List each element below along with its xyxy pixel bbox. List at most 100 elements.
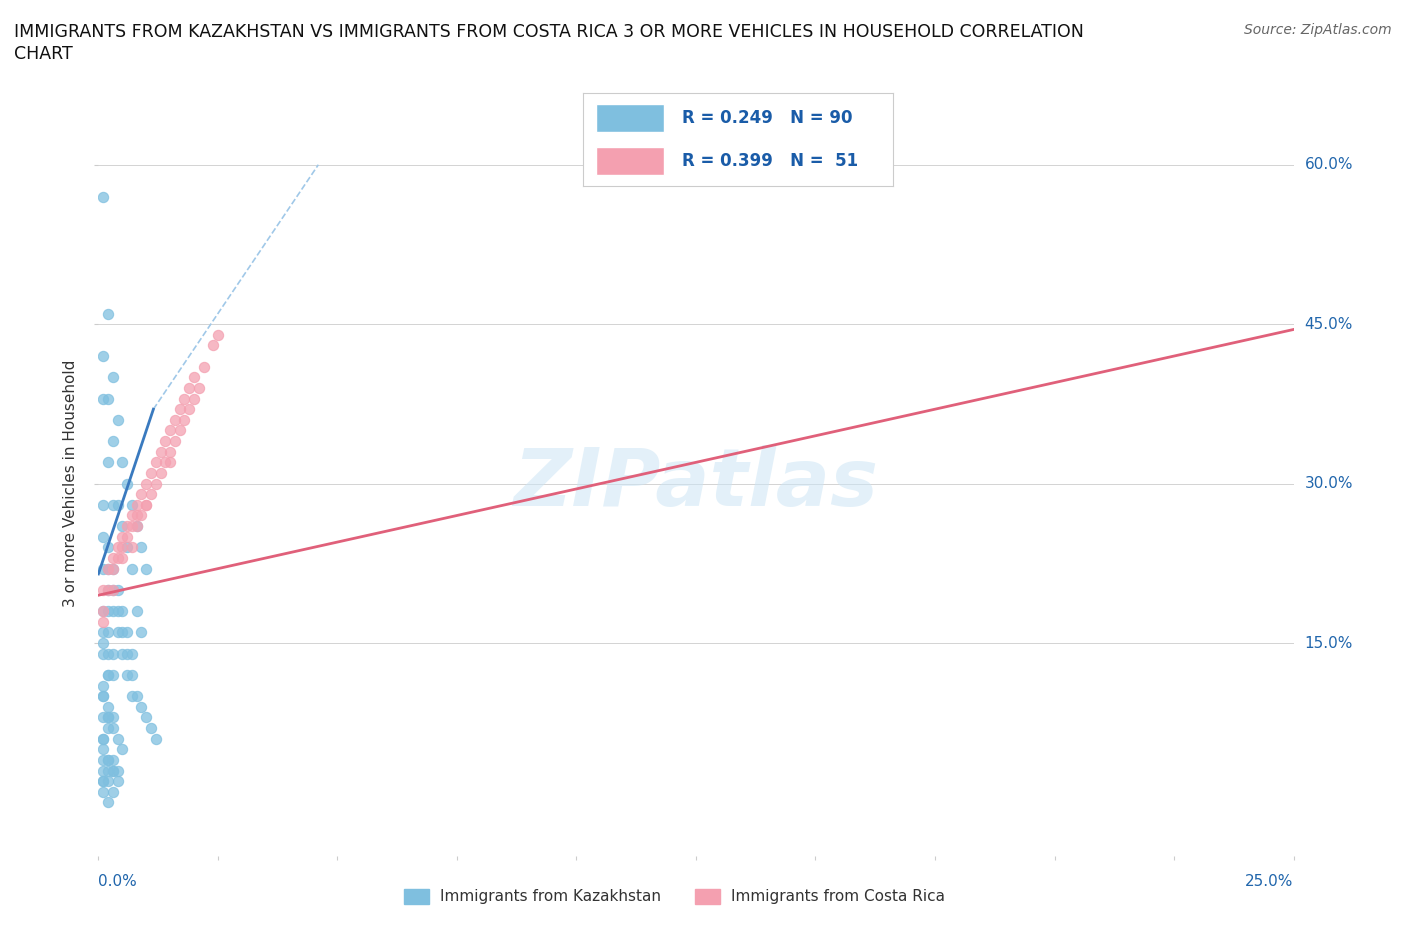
Point (97, 752, 120, 767)
Point (97, 604, 120, 618)
Point (163, 433, 186, 448)
Point (111, 742, 134, 757)
Point (91, 678, 114, 693)
Point (91, 689, 114, 704)
Point (145, 731, 167, 746)
Point (202, 338, 225, 352)
Point (131, 699, 153, 714)
Point (97, 540, 120, 555)
Point (139, 466, 162, 481)
Point (91, 635, 114, 650)
Point (107, 551, 129, 565)
Point (97, 582, 120, 597)
Text: 60.0%: 60.0% (1305, 157, 1353, 172)
Point (173, 412, 195, 427)
Point (101, 561, 124, 576)
Point (91, 529, 114, 544)
Point (125, 498, 148, 512)
Point (101, 721, 124, 736)
FancyBboxPatch shape (596, 147, 664, 175)
Text: ZIPatlas: ZIPatlas (513, 445, 879, 523)
Point (173, 392, 195, 406)
Point (97, 561, 120, 576)
Point (115, 646, 138, 661)
Point (131, 508, 153, 523)
Point (97, 699, 120, 714)
Point (91, 646, 114, 661)
Point (135, 498, 157, 512)
Point (107, 625, 129, 640)
Point (125, 519, 148, 534)
Point (187, 380, 209, 395)
Point (91, 752, 114, 767)
Point (107, 582, 129, 597)
Point (135, 476, 157, 491)
Point (121, 498, 143, 512)
Point (131, 486, 153, 501)
Point (159, 445, 181, 459)
Point (131, 540, 153, 555)
Point (115, 668, 138, 683)
Point (97, 710, 120, 724)
Point (107, 731, 129, 746)
Point (97, 710, 120, 724)
Y-axis label: 3 or more Vehicles in Household: 3 or more Vehicles in Household (63, 360, 79, 607)
Point (125, 508, 148, 523)
Text: Source: ZipAtlas.com: Source: ZipAtlas.com (1244, 23, 1392, 37)
Point (135, 498, 157, 512)
FancyBboxPatch shape (596, 104, 664, 132)
Point (97, 455, 120, 470)
Point (91, 731, 114, 746)
Point (91, 784, 114, 799)
Text: IMMIGRANTS FROM KAZAKHSTAN VS IMMIGRANTS FROM COSTA RICA 3 OR MORE VEHICLES IN H: IMMIGRANTS FROM KAZAKHSTAN VS IMMIGRANTS… (14, 23, 1084, 41)
Point (97, 721, 120, 736)
Point (91, 189, 114, 204)
Point (111, 604, 134, 618)
Point (91, 689, 114, 704)
Text: CHART: CHART (14, 45, 73, 62)
Point (179, 402, 201, 417)
Point (121, 508, 143, 523)
Text: 45.0%: 45.0% (1305, 317, 1353, 332)
Point (121, 540, 143, 555)
Point (111, 551, 134, 565)
Point (131, 625, 153, 640)
Point (91, 604, 114, 618)
Point (121, 689, 143, 704)
Point (115, 529, 138, 544)
Point (91, 615, 114, 630)
Point (101, 582, 124, 597)
Point (91, 582, 114, 597)
Point (101, 784, 124, 799)
Point (139, 486, 162, 501)
Point (97, 752, 120, 767)
Point (91, 710, 114, 724)
Point (115, 625, 138, 640)
Point (139, 721, 162, 736)
Text: 15.0%: 15.0% (1305, 635, 1353, 650)
Point (121, 668, 143, 683)
Point (121, 646, 143, 661)
Point (111, 646, 134, 661)
Text: R = 0.399   N =  51: R = 0.399 N = 51 (682, 152, 859, 170)
Point (111, 529, 134, 544)
Point (91, 604, 114, 618)
Point (101, 668, 124, 683)
Point (163, 412, 186, 427)
Point (135, 561, 157, 576)
Point (107, 498, 129, 512)
Point (155, 433, 177, 448)
Point (101, 646, 124, 661)
Point (97, 774, 120, 789)
Text: Immigrants from Costa Rica: Immigrants from Costa Rica (731, 889, 945, 904)
Point (91, 349, 114, 364)
Point (97, 306, 120, 321)
Point (115, 519, 138, 534)
Point (121, 519, 143, 534)
Point (169, 423, 191, 438)
Point (111, 540, 134, 555)
Point (107, 774, 129, 789)
Text: R = 0.249   N = 90: R = 0.249 N = 90 (682, 109, 853, 127)
Point (91, 498, 114, 512)
Point (91, 774, 114, 789)
